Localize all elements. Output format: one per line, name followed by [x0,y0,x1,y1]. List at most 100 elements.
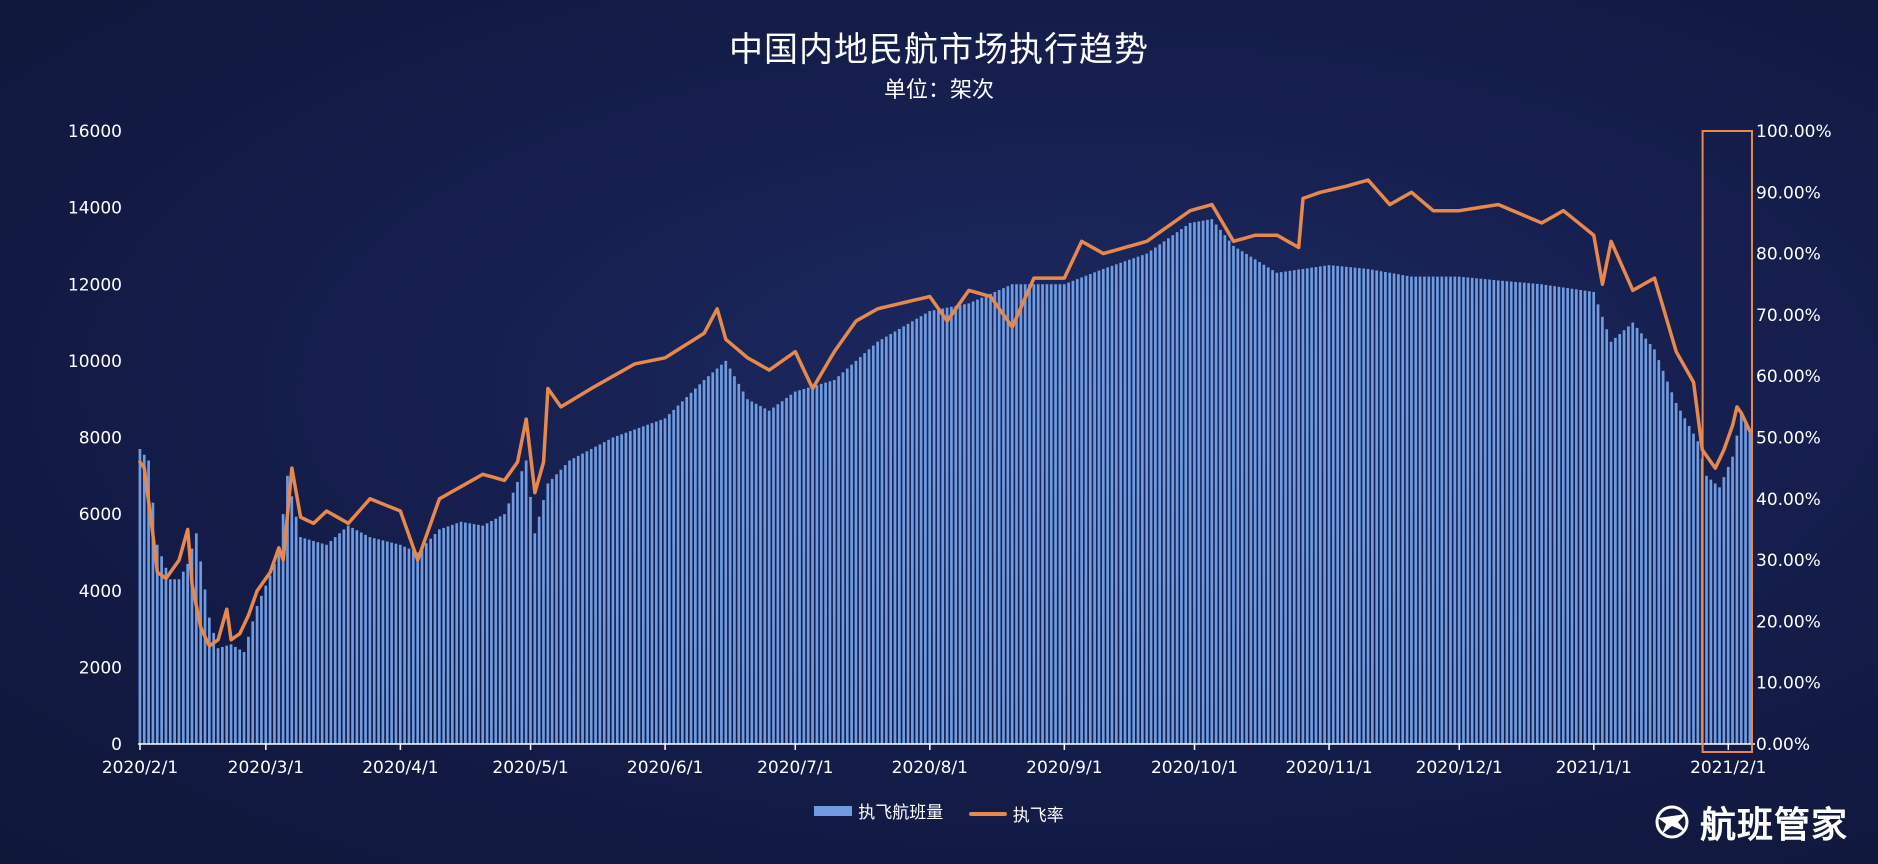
y-right-tick-label: 70.00% [1756,306,1821,326]
bar [1392,273,1396,744]
legend-line-swatch [968,811,1007,816]
y-right-tick-label: 100.00% [1756,122,1832,142]
bar [1548,285,1552,744]
bar [1171,235,1175,744]
bar [281,514,285,745]
bar [194,533,198,744]
bar [1145,253,1149,744]
bar [208,617,211,744]
legend-item-line: 执飞率 [968,801,1064,826]
bar [381,540,385,744]
bar [511,492,515,744]
bar [1705,475,1708,744]
bar [698,384,702,744]
bar [355,530,359,744]
bar [928,311,932,744]
bar [1249,256,1253,744]
bar [763,408,767,744]
bar [529,496,532,744]
bar [359,532,363,744]
bar [594,446,597,744]
bar [858,357,862,744]
bar [1505,281,1509,744]
bar [628,431,632,744]
bar [1106,267,1109,744]
bar [1331,265,1335,744]
bar [1557,286,1561,744]
bar [993,291,997,744]
x-tick-label: 2020/11/1 [1285,758,1372,778]
bar [1713,483,1717,744]
bar [672,409,676,744]
bar [455,523,459,744]
bar [785,397,788,744]
bar [260,595,263,744]
bar [411,550,415,744]
bar [1032,284,1036,744]
bar [1431,276,1435,744]
bar [164,567,168,744]
bar [1644,338,1648,744]
bar [950,306,953,744]
y-right-tick-label: 50.00% [1756,429,1821,449]
bar [633,429,636,744]
bar [251,621,255,744]
bar [1010,284,1014,744]
bar [203,589,207,744]
bar [1696,441,1700,744]
brand-name: 航班管家 [1699,805,1848,846]
bar [1301,268,1305,744]
bar [997,290,1001,744]
bar [963,304,966,744]
bar [750,401,754,744]
bar [494,518,498,744]
bar [850,364,853,744]
bar [372,538,376,744]
bar [368,537,372,744]
bar [464,522,467,744]
bar [155,544,159,744]
bar [1739,414,1743,744]
bar [1167,238,1170,744]
bar [828,381,832,744]
bar [555,474,558,744]
bar [1314,267,1318,744]
bar [1683,418,1687,744]
bar [1509,281,1513,744]
bar [329,540,333,744]
bar [424,543,428,744]
bar [867,349,871,744]
bar [1002,288,1005,744]
y-left-tick-label: 16000 [68,122,122,142]
bar [1514,281,1517,744]
brand-logo: 航班管家 [1652,796,1848,848]
x-tick-label: 2020/12/1 [1416,758,1503,778]
chart-subtitle: 单位：架次 [883,78,994,103]
bar [1527,283,1530,744]
bar [954,305,958,744]
bar [941,308,945,744]
bar [637,427,641,744]
bar [1336,265,1339,744]
bar [815,385,819,744]
bar [390,542,393,744]
bar [294,516,298,744]
bar [559,469,563,744]
bar [1049,284,1053,744]
bar [563,465,567,744]
bar [216,648,220,744]
bar [498,516,502,744]
bar [1483,279,1487,744]
bar [442,527,446,744]
bar [477,524,480,744]
bar [598,444,602,744]
bar [789,394,793,744]
bar [546,483,550,744]
bar [724,360,728,745]
bar [1744,422,1747,744]
bar [485,523,489,744]
bar [190,548,194,744]
x-tick-label: 2020/3/1 [228,758,304,778]
bar [1436,276,1439,744]
bar [707,376,710,744]
